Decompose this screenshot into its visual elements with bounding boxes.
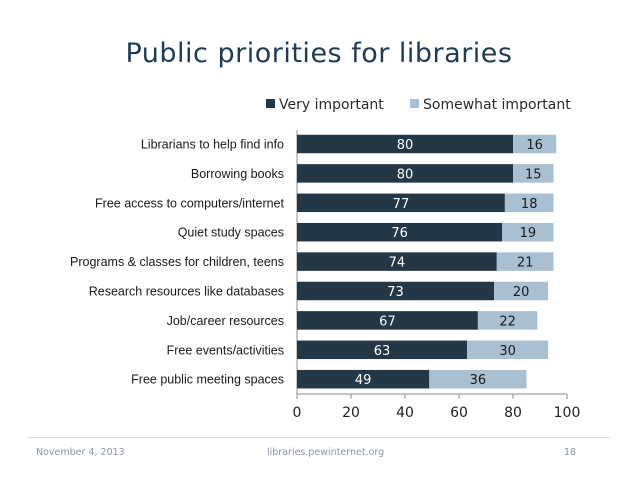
x-tick-label-40: 40 (396, 405, 414, 421)
category-label-free-events-activities: Free events/activities (167, 343, 284, 357)
footer-divider (28, 437, 610, 438)
data-label-very-important-free-events-activities: 63 (374, 344, 391, 359)
data-label-very-important-job-career-resources: 67 (379, 314, 396, 329)
x-tick-label-100: 100 (554, 405, 581, 421)
category-label-programs-classes-for-children-teens: Programs & classes for children, teens (70, 255, 284, 269)
x-tick-label-20: 20 (342, 405, 360, 421)
bar-somewhat-important-job-career-resources (477, 311, 538, 330)
data-label-somewhat-important-librarians-to-help-find-info: 16 (526, 138, 543, 153)
bar-somewhat-important-free-public-meeting-spaces (429, 369, 527, 389)
data-label-somewhat-important-free-access-to-computers-internet: 18 (521, 197, 538, 212)
bar-somewhat-important-free-access-to-computers-internet (504, 193, 554, 213)
x-tick-label-80: 80 (504, 405, 522, 421)
category-label-librarians-to-help-find-info: Librarians to help find info (141, 138, 284, 152)
legend-label-somewhat-important: Somewhat important (423, 97, 571, 113)
data-label-somewhat-important-research-resources-like-databases: 20 (513, 285, 530, 300)
bar-very-important-research-resources-like-databases (297, 281, 495, 301)
bar-somewhat-important-research-resources-like-databases (494, 281, 549, 301)
legend-item-very-important: Very important (266, 97, 384, 113)
bar-very-important-quiet-study-spaces (297, 222, 503, 242)
data-label-somewhat-important-job-career-resources: 22 (499, 314, 516, 329)
bar-very-important-free-public-meeting-spaces (297, 369, 430, 389)
data-label-very-important-librarians-to-help-find-info: 80 (397, 138, 414, 153)
data-label-very-important-quiet-study-spaces: 76 (391, 226, 408, 241)
data-label-very-important-free-access-to-computers-internet: 77 (393, 197, 410, 212)
bar-somewhat-important-librarians-to-help-find-info (513, 134, 557, 154)
data-label-somewhat-important-borrowing-books: 15 (525, 167, 542, 182)
bar-very-important-job-career-resources (297, 311, 478, 330)
data-label-very-important-programs-classes-for-children-teens: 74 (389, 256, 406, 271)
data-label-somewhat-important-programs-classes-for-children-teens: 21 (517, 256, 534, 271)
bar-very-important-free-events-activities (297, 340, 468, 360)
footer-page-number: 18 (564, 447, 577, 458)
category-label-job-career-resources: Job/career resources (167, 314, 284, 328)
data-label-very-important-free-public-meeting-spaces: 49 (355, 373, 372, 388)
x-tick-label-0: 0 (293, 405, 302, 421)
x-tick-label-60: 60 (450, 405, 468, 421)
data-label-somewhat-important-free-events-activities: 30 (499, 344, 516, 359)
bar-somewhat-important-programs-classes-for-children-teens (496, 252, 554, 271)
category-label-research-resources-like-databases: Research resources like databases (89, 285, 284, 299)
category-label-free-access-to-computers-internet: Free access to computers/internet (95, 196, 284, 210)
chart-title: Public priorities for libraries (125, 38, 513, 69)
bar-very-important-borrowing-books (297, 164, 513, 183)
legend-label-very-important: Very important (279, 97, 384, 113)
bar-very-important-librarians-to-help-find-info (297, 134, 513, 154)
legend-item-somewhat-important: Somewhat important (410, 97, 571, 113)
bar-somewhat-important-quiet-study-spaces (502, 222, 554, 242)
bar-somewhat-important-borrowing-books (513, 164, 554, 183)
bar-very-important-free-access-to-computers-internet (297, 193, 505, 213)
category-label-borrowing-books: Borrowing books (191, 167, 284, 181)
footer-source: libraries.pewinternet.org (267, 447, 385, 458)
data-label-very-important-research-resources-like-databases: 73 (387, 285, 404, 300)
footer-date: November 4, 2013 (36, 447, 125, 458)
data-label-somewhat-important-free-public-meeting-spaces: 36 (470, 373, 487, 388)
data-label-somewhat-important-quiet-study-spaces: 19 (520, 226, 537, 241)
data-label-very-important-borrowing-books: 80 (397, 167, 414, 182)
category-label-quiet-study-spaces: Quiet study spaces (178, 226, 284, 240)
bar-somewhat-important-free-events-activities (467, 340, 549, 360)
legend-swatch-somewhat-important (410, 99, 419, 108)
category-label-free-public-meeting-spaces: Free public meeting spaces (131, 373, 284, 387)
legend-swatch-very-important (266, 99, 275, 108)
bar-very-important-programs-classes-for-children-teens (297, 252, 497, 271)
